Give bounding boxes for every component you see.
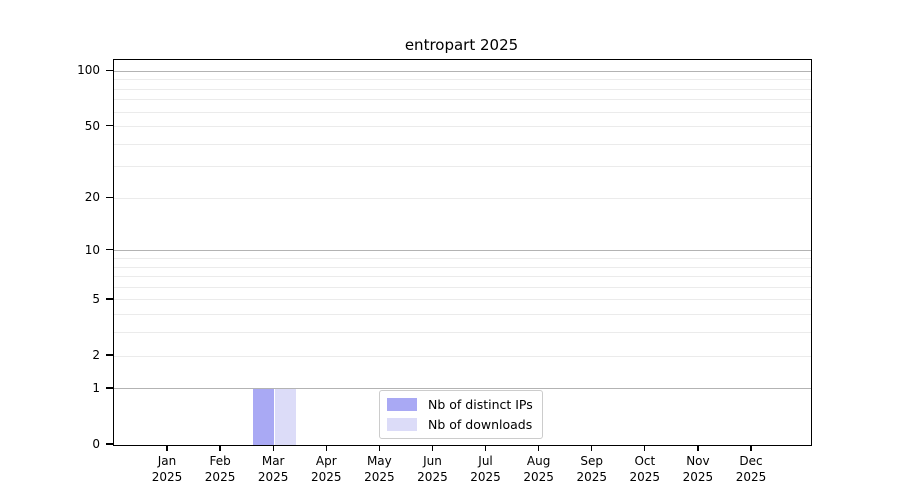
x-tick-label: May 2025 [349,453,409,485]
x-tick-month: Sep [580,454,604,468]
x-tick-year: 2025 [735,470,767,484]
x-tick-year: 2025 [682,470,714,484]
y-tick-label: 50 [84,118,100,133]
x-tick-year: 2025 [151,470,183,484]
x-tick-month: Nov [686,454,710,468]
gridline-major [114,70,811,72]
x-tick-label: Mar 2025 [243,453,303,485]
gridline-minor [114,299,811,301]
legend-swatch-distinct-ips [387,398,417,411]
gridline-minor [114,197,811,199]
y-tick-mark [106,196,113,199]
y-axis: 0 1 2 5 10 20 50 100 [0,59,113,451]
chart-title: entropart 2025 [404,36,519,54]
y-tick-mark [106,69,113,71]
legend-swatch-downloads [387,418,417,431]
x-tick-mark [219,445,221,451]
x-tick-mark [166,445,168,451]
x-tick-year: 2025 [523,470,554,484]
x-tick-mark [325,445,327,451]
x-tick-year: 2025 [364,470,395,484]
y-tick-mark [106,298,113,300]
gridline-minor [114,79,811,81]
legend-item-downloads: Nb of downloads [387,417,533,432]
gridline-minor [114,286,811,288]
plot-inner: Nb of distinct IPs Nb of downloads [114,60,811,445]
gridline-minor [114,88,811,90]
x-tick-month: Jun [423,454,442,468]
x-tick-month: Aug [526,454,551,468]
x-tick-month: Feb [209,454,231,468]
y-tick-label: 1 [92,380,100,395]
gridline-major [114,250,811,252]
gridline-minor [114,276,811,278]
x-tick-month: Oct [634,454,656,468]
x-tick-label: Feb 2025 [190,453,250,485]
x-tick-label: Jul 2025 [456,453,516,485]
y-tick-label: 100 [77,63,100,78]
y-tick-label: 20 [84,190,100,205]
x-tick-label: Sep 2025 [562,453,622,485]
x-tick-mark [644,445,646,451]
x-tick-year: 2025 [257,470,289,484]
gridline-minor [114,332,811,334]
y-tick-mark [106,249,113,251]
legend-label-downloads: Nb of downloads [428,417,533,432]
x-tick-label: Jan 2025 [137,453,197,485]
legend-label-distinct-ips: Nb of distinct IPs [428,397,533,412]
y-tick-label: 2 [92,348,100,363]
x-tick-year: 2025 [310,470,342,484]
y-tick-mark [106,387,113,389]
x-tick-mark [484,445,487,451]
x-tick-month: Apr [315,454,337,468]
x-tick-label: Dec 2025 [721,453,781,485]
x-tick-label: Apr 2025 [296,453,356,485]
x-tick-month: Mar [261,454,285,468]
x-tick-mark [431,445,434,451]
x-tick-month: Jan [157,454,177,468]
x-tick-label: Oct 2025 [615,453,675,485]
x-tick-month: Dec [739,454,763,468]
plot-area: Nb of distinct IPs Nb of downloads [113,59,812,446]
y-tick-mark [106,124,113,127]
bar-downloads [274,388,296,445]
x-tick-year: 2025 [470,470,501,484]
gridline-minor [114,143,811,145]
x-tick-label: Nov 2025 [668,453,728,485]
legend-item-distinct-ips: Nb of distinct IPs [387,397,533,412]
y-tick-mark [106,354,113,356]
gridline-minor [114,355,811,357]
x-tick-mark [272,445,274,451]
y-tick-mark [106,443,113,445]
gridline-minor [114,111,811,113]
gridline-minor [114,314,811,316]
x-tick-year: 2025 [576,470,607,484]
gridline-minor [114,266,811,268]
gridline-minor [114,258,811,259]
x-tick-mark [697,445,699,451]
y-tick-label: 10 [84,242,100,257]
gridline-minor [114,99,811,101]
x-tick-label: Jun 2025 [402,453,462,485]
gridline-minor [114,166,811,168]
x-tick-year: 2025 [417,470,448,484]
gridline-minor [114,126,811,128]
x-axis: Jan 2025 Feb 2025 Mar 2025 Apr 2025 May 2025 Jun 20… [113,444,810,496]
x-tick-year: 2025 [629,470,661,484]
x-tick-month: Jul [478,454,493,468]
y-tick-label: 0 [92,437,100,451]
y-tick-label: 5 [92,291,100,306]
x-tick-month: May [366,454,392,468]
x-tick-label: Aug 2025 [509,453,569,485]
x-tick-mark [537,445,540,451]
gridline-major [114,388,811,390]
x-tick-mark [750,445,752,451]
x-tick-mark [591,445,593,451]
legend: Nb of distinct IPs Nb of downloads [379,390,543,439]
bar-distinct-ips [253,388,275,445]
x-tick-mark [378,445,380,451]
x-tick-year: 2025 [204,470,236,484]
